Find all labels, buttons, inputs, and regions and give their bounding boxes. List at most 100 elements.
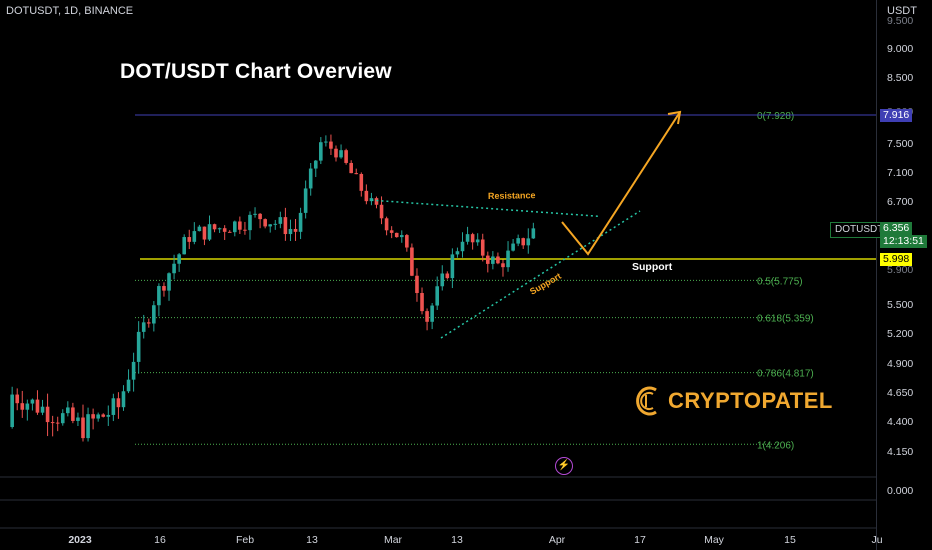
- projection-path: [561, 111, 681, 256]
- axis-layer: 9.000 8.500 7.500 7.100 6.700 5.500 5.200 4.900…: [0, 0, 913, 550]
- candle-body: [506, 250, 510, 268]
- chart-title: DOT/USDT Chart Overview: [120, 60, 392, 83]
- ticker-label: DOTUSDT, 1D, BINANCE: [6, 5, 134, 17]
- time-tick-label: 17: [634, 534, 646, 546]
- candle-body: [192, 231, 197, 242]
- drawing-layer: Resistance Support: [371, 110, 682, 339]
- candle-body: [339, 150, 343, 158]
- candle-body: [106, 414, 111, 417]
- candle-body: [243, 229, 247, 231]
- candle-body: [101, 414, 106, 417]
- candle-body: [465, 234, 470, 242]
- price-tick-label: 4.150: [887, 446, 913, 458]
- bar-countdown: 12:13:51: [880, 235, 927, 248]
- candle-body: [81, 417, 85, 439]
- candle-body: [202, 226, 207, 240]
- fib-layer: 0(7.928) 0.5(5.775) 0.618(5.359) 0.786(4.81…: [135, 111, 876, 451]
- candle-body: [217, 228, 222, 230]
- candle-body: [121, 391, 126, 408]
- candle-body: [334, 148, 338, 158]
- price-tick-label: 0.000: [887, 485, 913, 497]
- candle-body: [491, 256, 495, 264]
- candle-body: [40, 406, 45, 413]
- candle-body: [445, 273, 450, 279]
- candle-body: [248, 214, 252, 231]
- candle-body: [410, 247, 414, 276]
- candle-body: [167, 273, 171, 291]
- candle-body: [20, 403, 25, 410]
- fib-label: 0.786(4.817): [757, 369, 814, 380]
- candle-body: [116, 398, 121, 408]
- candle-body: [313, 160, 318, 169]
- fib-label: 0.5(5.775): [757, 276, 803, 287]
- candle-body: [131, 361, 136, 380]
- candle-body: [207, 224, 212, 240]
- candle-body: [374, 198, 379, 205]
- candle-body: [440, 273, 445, 287]
- time-tick-label: 13: [306, 534, 318, 546]
- price-tick-label: 5.500: [887, 299, 913, 311]
- candle-body: [288, 228, 293, 235]
- candle-body: [10, 394, 14, 427]
- price-tick-label: 4.400: [887, 416, 913, 428]
- price-tick-label: 7.500: [887, 138, 913, 150]
- candle-body: [76, 417, 80, 421]
- candle-body: [96, 414, 100, 419]
- time-tick-label: 2023: [68, 534, 92, 546]
- candle-body: [389, 230, 394, 233]
- candle-body: [66, 407, 70, 414]
- candle-body: [25, 403, 30, 410]
- time-tick-label: Mar: [384, 534, 403, 546]
- candle-body: [475, 239, 480, 243]
- axis-currency-label[interactable]: USDT: [887, 5, 917, 17]
- candle-body: [278, 217, 283, 224]
- candle-body: [15, 394, 20, 404]
- candle-layer: [10, 134, 536, 442]
- price-tick-label: 8.500: [887, 72, 913, 84]
- support-line-label: Support: [632, 261, 673, 273]
- price-tick-label: 4.650: [887, 387, 913, 399]
- candle-body: [324, 141, 328, 143]
- candle-body: [141, 322, 146, 332]
- time-tick-label: Feb: [236, 534, 254, 546]
- symbol-tag[interactable]: DOTUSDT: [830, 222, 889, 238]
- candle-body: [450, 254, 455, 279]
- candle-body: [435, 286, 439, 306]
- candle-body: [379, 204, 384, 219]
- candle-body: [258, 213, 262, 220]
- candle-body: [136, 331, 141, 362]
- candle-body: [359, 173, 364, 191]
- candle-body: [273, 223, 278, 225]
- candle-body: [212, 224, 217, 230]
- candle-body: [111, 398, 116, 415]
- candle-body: [344, 150, 348, 163]
- candle-body: [293, 228, 298, 232]
- candle-body: [354, 173, 359, 175]
- candle-body: [238, 221, 242, 230]
- candle-body: [303, 188, 308, 213]
- price-tick-label: 5.900: [887, 264, 913, 276]
- time-tick-label: May: [704, 534, 725, 546]
- cryptopatel-logo: CRYPTOPATEL: [634, 384, 833, 418]
- candle-body: [71, 407, 75, 421]
- candle-body: [405, 235, 409, 248]
- candle-body: [526, 238, 531, 246]
- candle-body: [91, 414, 95, 419]
- candle-body: [283, 217, 288, 235]
- time-tick-label: 13: [451, 534, 463, 546]
- candle-body: [486, 255, 490, 264]
- candle-body: [384, 218, 389, 231]
- projection-arrowhead: [667, 110, 682, 125]
- candle-body: [187, 237, 192, 242]
- lightning-icon[interactable]: ⚡: [555, 457, 573, 475]
- candle-body: [420, 293, 424, 312]
- time-tick-label: 15: [784, 534, 796, 546]
- candle-body: [172, 263, 176, 274]
- high-price-tag: 7.916: [880, 109, 913, 122]
- time-tick-label: Apr: [549, 534, 566, 546]
- candle-body: [182, 237, 186, 255]
- candle-body: [460, 241, 465, 252]
- resistance-trendline: [371, 199, 600, 218]
